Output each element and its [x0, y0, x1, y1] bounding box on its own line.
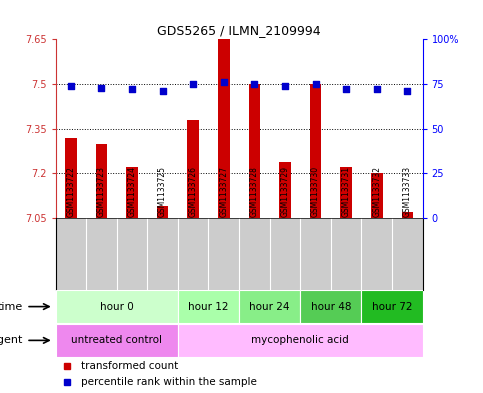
Bar	[371, 173, 383, 218]
Bar	[126, 167, 138, 218]
Point	[251, 81, 258, 87]
Text: mycophenolic acid: mycophenolic acid	[251, 335, 349, 345]
Text: hour 72: hour 72	[372, 301, 412, 312]
Text: percentile rank within the sample: percentile rank within the sample	[81, 377, 257, 387]
Point	[342, 86, 350, 92]
Bar	[300, 290, 361, 323]
Title: GDS5265 / ILMN_2109994: GDS5265 / ILMN_2109994	[157, 24, 321, 37]
Point	[189, 81, 197, 87]
Point	[403, 88, 411, 94]
Bar	[56, 290, 178, 323]
Bar	[187, 120, 199, 218]
Point	[67, 83, 75, 89]
Point	[98, 84, 105, 91]
Text: time: time	[0, 301, 23, 312]
Bar	[218, 39, 229, 218]
Point	[373, 86, 381, 92]
Bar	[341, 167, 352, 218]
Text: hour 48: hour 48	[311, 301, 351, 312]
Text: hour 24: hour 24	[249, 301, 290, 312]
Bar	[249, 84, 260, 218]
Bar	[279, 162, 291, 218]
Point	[220, 79, 227, 85]
Bar	[401, 212, 413, 218]
Point	[128, 86, 136, 92]
Point	[281, 83, 289, 89]
Bar	[178, 324, 423, 356]
Point	[159, 88, 167, 94]
Bar	[239, 290, 300, 323]
Bar	[310, 84, 321, 218]
Text: agent: agent	[0, 335, 23, 345]
Text: transformed count: transformed count	[81, 361, 179, 371]
Bar	[157, 206, 169, 218]
Text: untreated control: untreated control	[71, 335, 162, 345]
Bar	[361, 290, 423, 323]
Text: hour 0: hour 0	[100, 301, 134, 312]
Text: hour 12: hour 12	[188, 301, 229, 312]
Bar	[96, 143, 107, 218]
Point	[312, 81, 319, 87]
Bar	[56, 324, 178, 356]
Bar	[178, 290, 239, 323]
Bar	[65, 138, 77, 218]
